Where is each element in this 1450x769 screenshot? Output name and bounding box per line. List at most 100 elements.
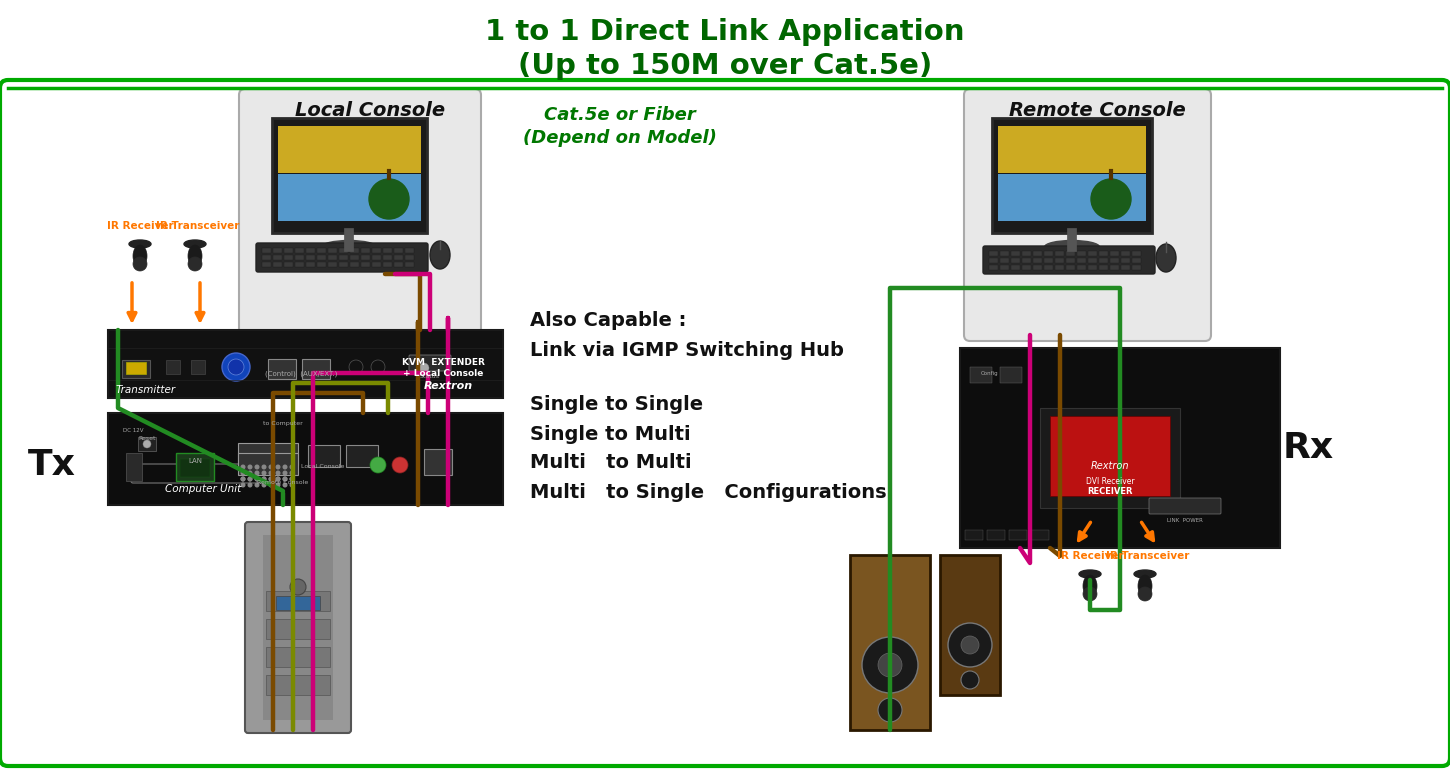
Bar — [1009, 530, 1027, 540]
Bar — [302, 359, 331, 379]
Circle shape — [241, 483, 245, 487]
Bar — [1031, 530, 1048, 540]
Bar — [361, 255, 370, 260]
Text: IR Receiver: IR Receiver — [107, 221, 174, 231]
Ellipse shape — [1138, 575, 1151, 597]
Circle shape — [270, 471, 273, 474]
Circle shape — [392, 457, 407, 473]
Circle shape — [283, 483, 287, 487]
Circle shape — [241, 471, 245, 474]
Bar — [278, 174, 420, 221]
Text: RECEIVER: RECEIVER — [1088, 488, 1132, 497]
Circle shape — [276, 483, 280, 487]
Ellipse shape — [322, 241, 377, 254]
Bar — [1044, 265, 1053, 270]
Circle shape — [276, 471, 280, 474]
Text: IR Transceiver: IR Transceiver — [1106, 551, 1189, 561]
Bar — [405, 255, 415, 260]
Bar — [284, 248, 293, 253]
Bar — [328, 255, 336, 260]
Circle shape — [241, 478, 245, 481]
Bar — [1011, 265, 1019, 270]
Bar — [1000, 258, 1009, 263]
Bar — [1032, 258, 1043, 263]
Circle shape — [262, 478, 265, 481]
Ellipse shape — [431, 241, 450, 269]
Bar — [138, 437, 157, 451]
Text: Multi   to Multi: Multi to Multi — [531, 454, 692, 472]
Bar — [1011, 258, 1019, 263]
Circle shape — [961, 636, 979, 654]
Bar — [1132, 258, 1141, 263]
Bar — [339, 262, 348, 267]
Bar — [1022, 251, 1031, 256]
Circle shape — [290, 465, 294, 469]
Circle shape — [283, 471, 287, 474]
Text: Reset: Reset — [138, 437, 155, 441]
Bar — [1121, 251, 1130, 256]
Bar — [339, 255, 348, 260]
Circle shape — [368, 179, 409, 219]
FancyBboxPatch shape — [257, 243, 428, 272]
Bar — [373, 262, 381, 267]
Circle shape — [419, 363, 429, 373]
Bar — [191, 360, 204, 374]
Circle shape — [283, 478, 287, 481]
Bar — [107, 413, 503, 505]
Circle shape — [255, 483, 258, 487]
Text: Also Capable :: Also Capable : — [531, 311, 686, 329]
Bar — [349, 248, 360, 253]
Bar — [1032, 265, 1043, 270]
Text: (Depend on Model): (Depend on Model) — [523, 129, 716, 147]
Bar — [294, 248, 304, 253]
Bar — [394, 248, 403, 253]
Text: IR Transceiver: IR Transceiver — [157, 221, 239, 231]
Bar — [1040, 408, 1180, 508]
Bar — [1044, 251, 1053, 256]
Bar — [1132, 251, 1141, 256]
FancyBboxPatch shape — [239, 89, 481, 341]
Circle shape — [283, 471, 287, 474]
Bar — [992, 118, 1151, 233]
Bar — [1111, 258, 1119, 263]
Bar — [1066, 258, 1074, 263]
Bar — [273, 262, 281, 267]
Bar — [1099, 258, 1108, 263]
Text: LAN: LAN — [188, 458, 202, 464]
Bar — [1099, 251, 1108, 256]
Circle shape — [276, 478, 280, 481]
Bar — [175, 453, 215, 481]
Bar — [1132, 265, 1141, 270]
Circle shape — [241, 478, 245, 481]
Bar — [970, 367, 992, 383]
Bar — [1066, 265, 1074, 270]
Bar — [1121, 258, 1130, 263]
Bar — [238, 443, 299, 465]
Bar — [328, 262, 336, 267]
Circle shape — [248, 471, 252, 474]
Bar — [1099, 265, 1108, 270]
Circle shape — [262, 465, 265, 469]
Text: KVM  EXTENDER
+ Local Console: KVM EXTENDER + Local Console — [402, 358, 484, 378]
Bar — [262, 255, 271, 260]
Text: Remote Console: Remote Console — [257, 481, 309, 485]
Bar — [122, 360, 149, 378]
FancyBboxPatch shape — [1148, 498, 1221, 514]
Bar — [265, 619, 331, 639]
Text: Multi   to Single   Configurations: Multi to Single Configurations — [531, 482, 886, 501]
Circle shape — [241, 465, 245, 469]
Bar — [383, 248, 392, 253]
Bar — [1066, 251, 1074, 256]
Bar — [349, 255, 360, 260]
Bar — [1000, 367, 1022, 383]
Circle shape — [290, 471, 294, 474]
Bar — [1077, 265, 1086, 270]
Text: Config: Config — [982, 371, 999, 375]
Circle shape — [228, 359, 244, 375]
Bar — [349, 262, 360, 267]
Circle shape — [262, 478, 265, 481]
Text: Status: Status — [420, 375, 439, 379]
Circle shape — [248, 478, 252, 481]
Bar — [361, 262, 370, 267]
Bar — [265, 675, 331, 695]
